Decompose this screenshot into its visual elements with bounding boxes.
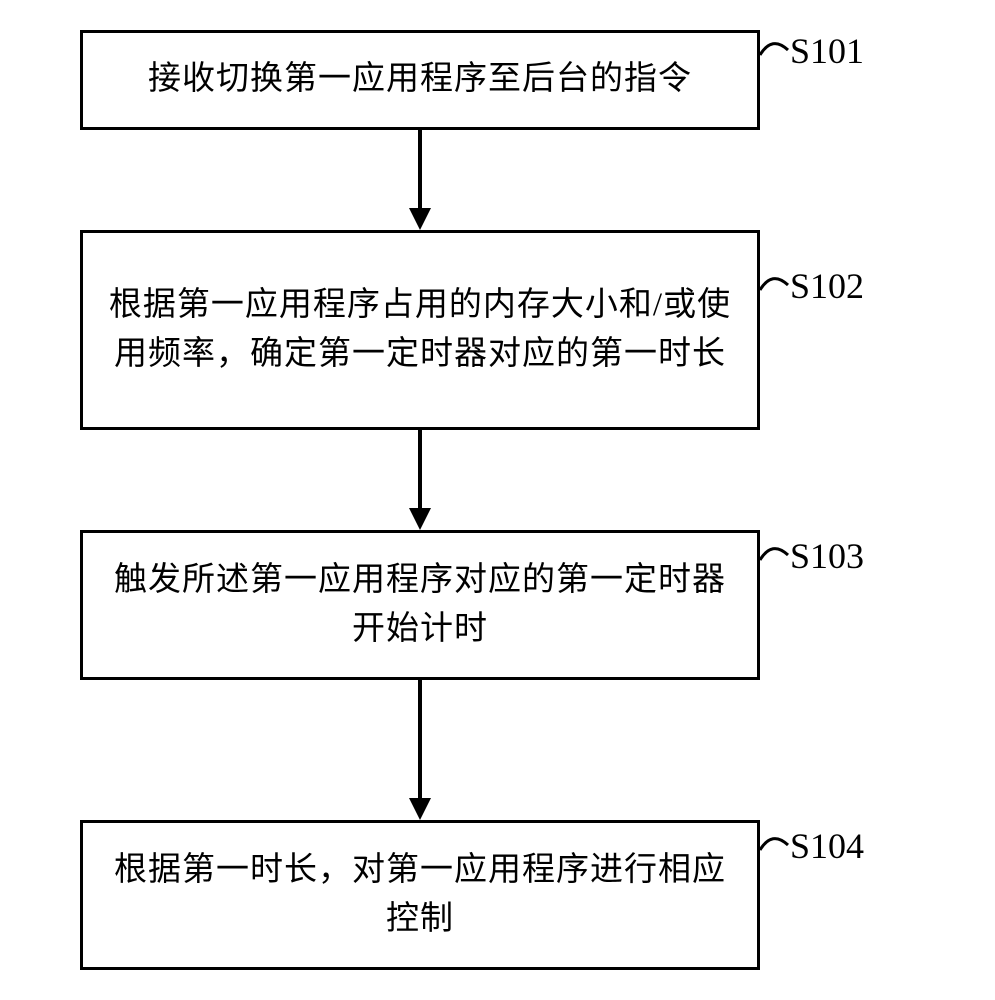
- flowchart-node-s103: 触发所述第一应用程序对应的第一定时器开始计时: [80, 530, 760, 680]
- flowchart-node-s104: 根据第一时长，对第一应用程序进行相应控制: [80, 820, 760, 970]
- arrow-line-3: [418, 680, 422, 798]
- node-text: 触发所述第一应用程序对应的第一定时器开始计时: [103, 556, 737, 655]
- node-label-s102: S102: [790, 265, 864, 307]
- node-label-s103: S103: [790, 535, 864, 577]
- node-label-s101: S101: [790, 30, 864, 72]
- flowchart-node-s101: 接收切换第一应用程序至后台的指令: [80, 30, 760, 130]
- arrow-line-2: [418, 430, 422, 508]
- node-text: 根据第一应用程序占用的内存大小和/或使用频率，确定第一定时器对应的第一时长: [103, 281, 737, 380]
- arrow-head-1: [409, 208, 431, 230]
- node-text: 根据第一时长，对第一应用程序进行相应控制: [103, 846, 737, 945]
- flowchart-container: 接收切换第一应用程序至后台的指令 S101 根据第一应用程序占用的内存大小和/或…: [0, 0, 995, 1000]
- node-text: 接收切换第一应用程序至后台的指令: [148, 55, 692, 105]
- arrow-head-3: [409, 798, 431, 820]
- flowchart-node-s102: 根据第一应用程序占用的内存大小和/或使用频率，确定第一定时器对应的第一时长: [80, 230, 760, 430]
- arrow-head-2: [409, 508, 431, 530]
- arrow-line-1: [418, 130, 422, 208]
- node-label-s104: S104: [790, 825, 864, 867]
